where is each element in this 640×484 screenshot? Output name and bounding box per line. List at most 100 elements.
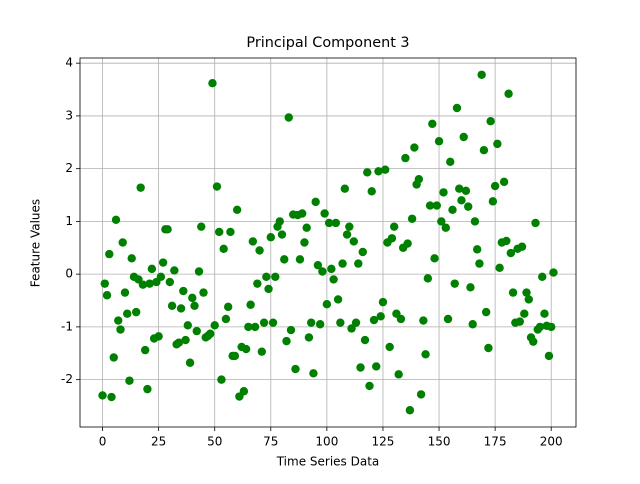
x-tick-label: 50 <box>207 435 222 449</box>
point <box>524 295 533 304</box>
point <box>428 119 437 129</box>
point <box>185 358 195 367</box>
point <box>419 316 428 325</box>
point <box>102 291 112 300</box>
point <box>158 258 168 267</box>
y-tick-label: 1 <box>65 214 73 228</box>
x-tick-label: 100 <box>315 435 338 449</box>
point <box>210 321 219 330</box>
point <box>506 248 516 258</box>
point <box>401 153 410 163</box>
point <box>107 392 116 402</box>
point <box>271 272 280 281</box>
x-tick-label: 150 <box>428 435 451 449</box>
point <box>387 234 397 243</box>
point <box>183 321 192 330</box>
point <box>226 227 235 237</box>
point <box>414 175 424 184</box>
point <box>266 233 275 242</box>
point <box>381 165 390 174</box>
point <box>372 362 381 371</box>
point <box>302 223 311 232</box>
point <box>333 295 343 304</box>
point <box>320 209 329 218</box>
point <box>298 209 307 218</box>
point <box>239 387 249 396</box>
y-axis-label: Feature Values <box>29 199 43 287</box>
y-tick-label: 0 <box>65 267 73 281</box>
point <box>407 214 417 223</box>
point <box>192 326 201 336</box>
point <box>286 325 296 335</box>
point <box>369 315 379 325</box>
point <box>327 264 336 274</box>
point <box>304 333 314 342</box>
point <box>259 318 269 327</box>
point <box>253 279 262 288</box>
point <box>455 184 464 193</box>
point <box>470 217 480 226</box>
point <box>484 343 493 353</box>
point <box>179 286 188 296</box>
point <box>248 237 258 246</box>
point <box>479 145 489 155</box>
point <box>464 202 473 211</box>
point <box>457 196 466 205</box>
point <box>280 255 289 264</box>
point <box>493 139 502 149</box>
point <box>145 279 154 288</box>
point <box>425 201 435 210</box>
point <box>356 363 365 372</box>
point <box>365 381 374 391</box>
point <box>452 103 462 113</box>
point <box>515 317 525 326</box>
point <box>156 272 166 281</box>
point <box>275 217 284 226</box>
point <box>486 116 495 126</box>
point <box>232 205 242 214</box>
point <box>214 227 224 237</box>
point <box>241 344 251 354</box>
plot-frame <box>79 57 577 428</box>
point <box>98 391 107 400</box>
point <box>517 242 527 251</box>
point <box>495 263 504 273</box>
point <box>181 335 190 345</box>
point <box>443 314 453 324</box>
x-tick-label: 175 <box>484 435 507 449</box>
point <box>322 300 332 309</box>
point <box>123 309 132 318</box>
point <box>300 238 309 247</box>
point <box>522 288 531 297</box>
point <box>331 218 341 228</box>
point <box>360 335 370 345</box>
point <box>131 307 141 317</box>
point <box>502 236 511 246</box>
y-tick-label: -1 <box>61 319 73 333</box>
point <box>118 238 127 247</box>
x-tick-label: 125 <box>372 435 395 449</box>
point <box>468 320 477 329</box>
point <box>219 244 228 254</box>
point <box>140 345 150 355</box>
point <box>342 230 352 239</box>
point <box>223 302 233 312</box>
point <box>499 177 509 187</box>
y-tick-label: 4 <box>65 56 73 70</box>
point <box>311 197 320 207</box>
x-axis-label: Time Series Data <box>276 455 380 469</box>
point <box>190 301 199 310</box>
point <box>163 225 172 234</box>
point <box>430 254 439 263</box>
point <box>329 275 338 284</box>
point <box>284 113 293 122</box>
point <box>439 188 448 197</box>
point <box>111 215 121 225</box>
point <box>376 312 385 321</box>
point <box>459 132 468 142</box>
y-tick-label: 3 <box>65 108 73 122</box>
point <box>450 279 459 288</box>
point <box>309 369 318 378</box>
point <box>120 288 130 297</box>
